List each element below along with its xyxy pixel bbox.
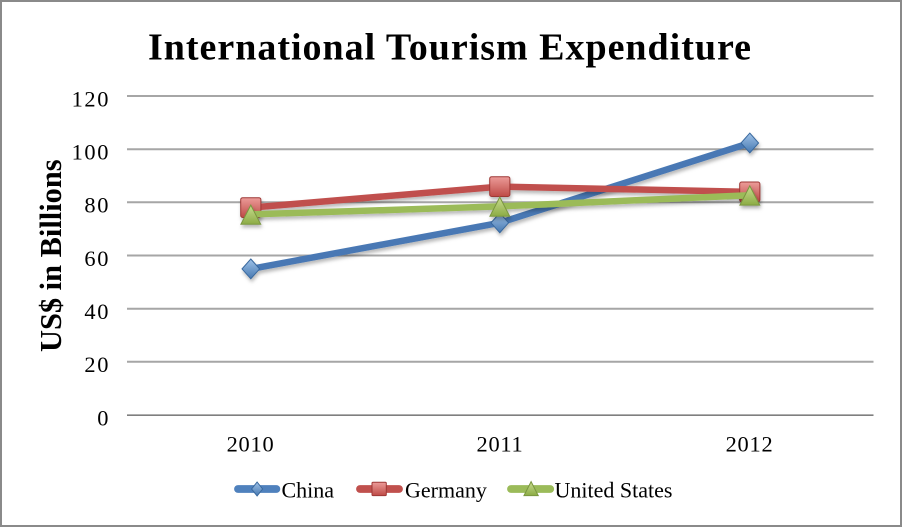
svg-text:2012: 2012 (726, 431, 774, 456)
svg-text:2011: 2011 (477, 431, 524, 456)
svg-text:US$ in Billions: US$ in Billions (34, 159, 68, 352)
svg-text:60: 60 (84, 246, 110, 271)
svg-text:2010: 2010 (227, 431, 275, 456)
svg-text:80: 80 (84, 193, 110, 218)
svg-text:20: 20 (84, 352, 110, 377)
svg-text:0: 0 (97, 405, 110, 430)
svg-text:United States: United States (555, 478, 673, 503)
svg-text:100: 100 (72, 140, 110, 165)
svg-text:120: 120 (72, 86, 110, 111)
svg-text:International Tourism Expendit: International Tourism Expenditure (148, 26, 751, 68)
svg-text:China: China (282, 478, 335, 503)
svg-text:40: 40 (84, 299, 110, 324)
svg-text:Germany: Germany (405, 478, 487, 503)
